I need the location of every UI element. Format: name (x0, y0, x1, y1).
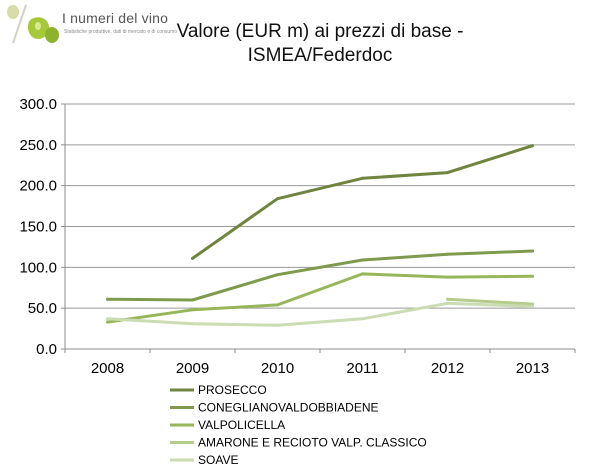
series-4 (106, 301, 534, 327)
logo: I numeri del vino Statistiche produttive… (4, 2, 177, 46)
legend-label: PROSECCO (198, 383, 267, 397)
series-line (446, 297, 534, 306)
series-line (191, 144, 534, 260)
x-tick-label: 2013 (516, 360, 549, 377)
y-tick-label: 250.0 (19, 137, 57, 154)
series-3 (446, 297, 534, 306)
series-line (106, 272, 534, 324)
gridlines (65, 103, 575, 309)
logo-tagline: Statistiche produttive, dati di mercato … (64, 29, 178, 35)
legend-item: AMARONE E RECIOTO VALP. CLASSICO (170, 436, 427, 450)
wine-percent-logo-icon (7, 4, 59, 44)
y-tick-labels: 0.0 50.0 100.0 150.0 200.0 250.0 300.0 (19, 96, 65, 358)
series-line (106, 301, 534, 327)
chart-title: Valore (EUR m) ai prezzi di base - ISMEA… (176, 21, 464, 66)
y-tick-label: 100.0 (19, 259, 57, 276)
legend-item: CONEGLIANOVALDOBBIADENE (170, 401, 379, 415)
legend-item: PROSECCO (170, 383, 267, 397)
y-tick-label: 300.0 (19, 96, 57, 113)
series-2 (106, 272, 534, 324)
legend-label: AMARONE E RECIOTO VALP. CLASSICO (198, 436, 427, 450)
logo-name: I numeri del vino (62, 10, 169, 26)
y-tick-label: 0.0 (36, 341, 57, 358)
y-tick-label: 200.0 (19, 178, 57, 195)
x-tick-label: 2009 (176, 360, 209, 377)
legend-label: VALPOLICELLA (198, 418, 285, 432)
series-1 (106, 249, 534, 302)
series-line (106, 249, 534, 302)
x-tick-label: 2011 (346, 360, 378, 377)
legend-item: SOAVE (170, 453, 238, 467)
legend: PROSECCO CONEGLIANOVALDOBBIADENE VALPOLICE… (170, 383, 427, 467)
x-tick-labels: 2008 2009 2010 2011 2012 2013 (64, 349, 576, 377)
series-lines (106, 144, 534, 327)
x-tick-label: 2008 (91, 360, 124, 377)
legend-label: SOAVE (198, 453, 238, 467)
x-tick-label: 2010 (261, 360, 294, 377)
y-tick-label: 150.0 (19, 219, 57, 236)
x-tick-label: 2012 (431, 360, 464, 377)
legend-label: CONEGLIANOVALDOBBIADENE (198, 401, 379, 415)
legend-item: VALPOLICELLA (170, 418, 285, 432)
series-0 (191, 144, 534, 260)
y-tick-label: 50.0 (28, 300, 57, 317)
